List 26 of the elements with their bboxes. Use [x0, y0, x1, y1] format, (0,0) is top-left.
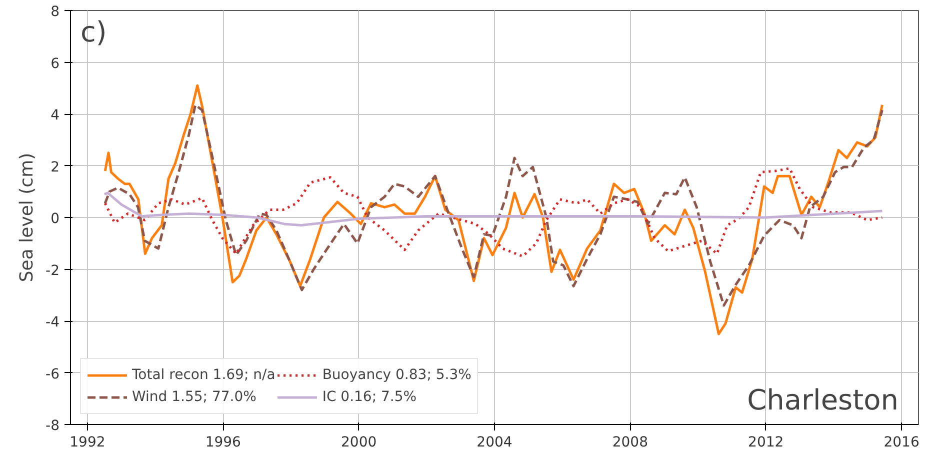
y-tick-label: -8	[46, 418, 60, 434]
y-tick-label: 4	[50, 108, 60, 124]
y-tick-label: -4	[46, 314, 60, 330]
y-tick-label: 0	[50, 211, 60, 227]
line-series	[103, 192, 884, 227]
x-tick-label: 2004	[476, 434, 512, 449]
annotation: c)	[80, 16, 107, 48]
x-tick-label: 2012	[748, 434, 784, 449]
y-tick-label: -2	[46, 262, 60, 279]
legend-label: Wind 1.55; 77.0%	[132, 389, 256, 405]
line-series	[104, 167, 884, 258]
y-tick-label: 6	[50, 56, 60, 72]
line-series	[104, 104, 884, 307]
x-tick-label: 1992	[70, 434, 106, 449]
y-axis-title: Sea level (cm)	[16, 152, 38, 282]
x-tick-label: 2016	[884, 434, 920, 449]
y-tick-label: -6	[46, 366, 60, 382]
annotation: Charleston	[747, 384, 899, 416]
y-tick-label: 8	[50, 4, 60, 20]
legend-label: Buoyancy 0.83; 5.3%	[322, 367, 472, 383]
legend-label: IC 0.16; 7.5%	[322, 389, 417, 405]
x-tick-label: 2008	[612, 434, 648, 449]
legend-label: Total recon 1.69; n/a	[132, 367, 276, 383]
x-tick-label: 1996	[205, 434, 242, 449]
x-tick-label: 2000	[341, 434, 377, 449]
y-tick-label: 2	[50, 159, 60, 176]
